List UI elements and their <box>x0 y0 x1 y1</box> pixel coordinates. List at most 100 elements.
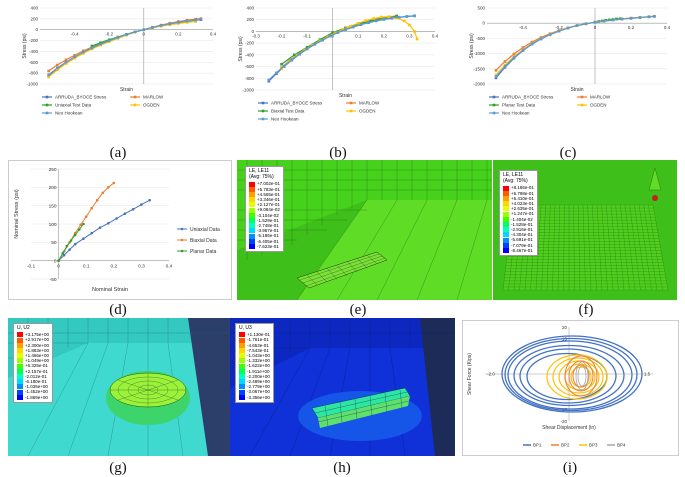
legend-label: ARRUDA_BYOCE Stress <box>502 95 554 100</box>
legend-swatch <box>503 216 509 222</box>
hysteresis-loop <box>513 344 625 407</box>
data-point <box>107 39 111 42</box>
data-point <box>159 24 163 27</box>
x-tick-label: -0.1 <box>27 264 36 270</box>
legend-marker <box>580 103 584 107</box>
caption-h: (h) <box>333 460 351 476</box>
legend-row: +2.917e+00 <box>17 337 49 343</box>
legend-row: -4.304e-01 <box>503 232 534 238</box>
legend-swatch <box>249 181 255 187</box>
legend-marker <box>580 95 584 99</box>
data-point <box>382 18 386 21</box>
legend-row: -1.404e-02 <box>503 217 534 222</box>
legend-row: -3.356e+00 <box>239 395 270 400</box>
legend-swatch <box>17 363 23 369</box>
data-point <box>413 30 416 33</box>
legend-swatch <box>17 379 23 385</box>
legend-value: -3.104e-02 <box>257 212 279 218</box>
legend-row: -2.012e-01 <box>17 374 49 379</box>
y-axis-label: Stress (psi) <box>469 33 475 59</box>
series-line <box>48 18 201 76</box>
legend-value: +9.084e-02 <box>257 207 280 213</box>
data-point <box>521 46 525 49</box>
mesh-line <box>557 204 560 291</box>
chart-panel-a: 400 200 0 -200 -400 -600 -800 -1000 -0.4 -0.2 0 0.2… <box>8 2 223 142</box>
y-tick-label: -200 <box>245 41 255 46</box>
legend-value: -4.304e-01 <box>511 232 533 238</box>
legend-value: -1.528e-01 <box>511 221 533 227</box>
y-tick-label: -1000 <box>473 51 485 56</box>
legend-label: Biaxial Data <box>190 238 217 244</box>
data-point <box>47 69 50 73</box>
data-point <box>611 18 615 22</box>
data-point <box>81 50 85 54</box>
data-point <box>56 66 59 70</box>
data-point <box>512 56 516 59</box>
legend-value: -2.748e-01 <box>257 223 279 229</box>
legend-swatch <box>17 368 23 374</box>
legend-row: -1.529e-01 <box>249 218 280 223</box>
legend-value: -1.035e+00 <box>25 384 48 390</box>
legend-marker <box>133 103 137 107</box>
legend-swatch <box>503 211 509 217</box>
x-tick-label: 0.4 <box>664 25 671 30</box>
x-tick-label: -0.2 <box>105 32 113 37</box>
legend-label: MARLOW <box>590 95 611 100</box>
legend-row: +2.635e-01 <box>503 206 534 212</box>
y-tick-label: 200 <box>49 185 57 191</box>
chart-panel-b: 400 200 0 -200 -400 -600 -800 -1000 -0.3 -0.2 -0.1… <box>230 2 445 142</box>
legend-value: -7.623e-01 <box>257 243 279 249</box>
data-point <box>647 15 651 19</box>
legend-label: Uniaxial Test Data <box>55 103 92 108</box>
chart-a: 400 200 0 -200 -400 -600 -800 -1000 -0.4 -0.2 0 0.2… <box>22 6 217 116</box>
data-point <box>98 226 102 229</box>
data-point <box>341 28 345 31</box>
mesh-line <box>620 204 630 291</box>
data-point <box>177 20 180 24</box>
legend-value: -1.043e+00 <box>247 353 270 359</box>
mesh-line <box>596 204 603 291</box>
legend-value: +1.883e+00 <box>25 347 50 353</box>
legend-marker <box>492 111 496 115</box>
legend-value: -1.332e+00 <box>247 358 270 364</box>
legend-value: -2.779e+00 <box>247 384 270 390</box>
legend-value: -1.404e-02 <box>511 216 533 222</box>
legend-swatch <box>249 233 255 239</box>
hysteresis-loop <box>501 335 643 413</box>
legend-row: +6.798e-01 <box>503 191 534 196</box>
x-tick-label: 0.2 <box>110 264 117 270</box>
legend-row: -2.489e+00 <box>239 379 270 385</box>
legend-title: LE, LE11 <box>503 172 524 178</box>
legend-marker <box>349 101 353 105</box>
data-point <box>90 46 94 50</box>
data-point <box>168 22 172 26</box>
legend-row: +1.466e+00 <box>17 353 49 359</box>
legend-label: OGDEN <box>359 109 376 114</box>
y-tick-label: 500 <box>477 6 485 11</box>
legend-row: -1.528e-01 <box>503 222 534 227</box>
legend-marker <box>45 103 49 107</box>
caption-g: (g) <box>109 460 127 476</box>
x-tick-label: 0 <box>594 25 597 30</box>
x-tick-label: -0.2 <box>555 25 563 30</box>
data-point <box>148 198 151 202</box>
data-point <box>115 217 118 220</box>
data-point <box>79 223 82 227</box>
legend-value: +5.410e-01 <box>511 195 534 201</box>
legend-swatch <box>249 191 255 197</box>
legend-marker <box>180 238 184 242</box>
legend-row: -3.067e+00 <box>239 389 270 395</box>
legend-value: +1.130e-01 <box>247 332 270 338</box>
data-point <box>101 191 105 195</box>
legend-value: +2.127e-01 <box>257 202 280 208</box>
series-line <box>268 15 415 82</box>
legend-swatch <box>503 206 509 212</box>
legend-label: OGDEN <box>590 103 607 108</box>
data-point <box>106 186 110 189</box>
data-point <box>530 40 534 44</box>
legend-row: -1.035e+00 <box>17 384 49 390</box>
legend-swatch <box>239 347 245 353</box>
legend-swatch <box>249 202 255 208</box>
data-point <box>372 17 375 20</box>
mesh-line <box>643 204 658 291</box>
